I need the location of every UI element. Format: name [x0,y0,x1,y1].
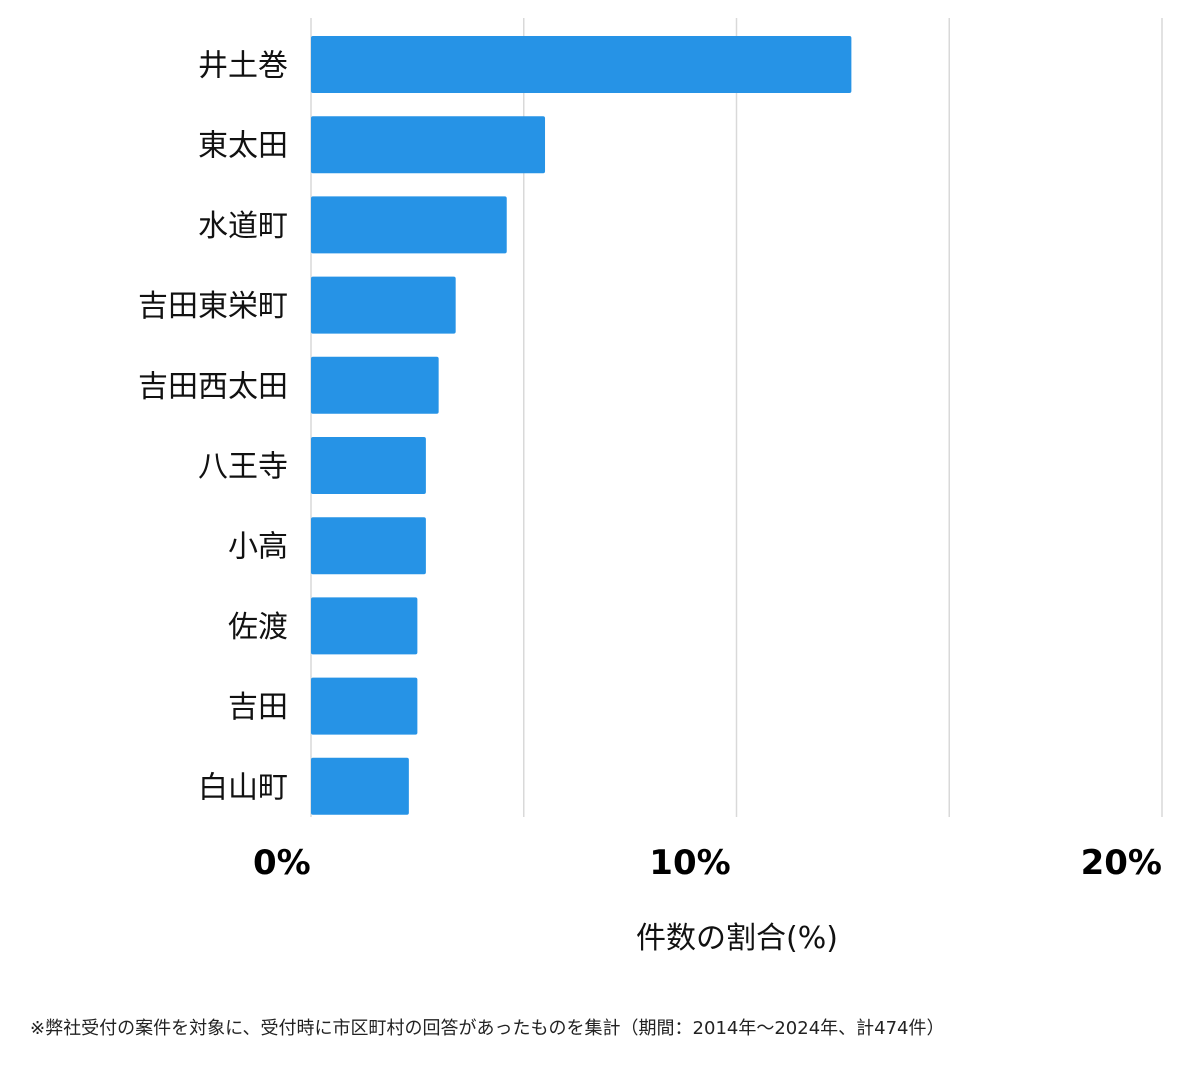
category-label: 吉田西太田 [138,369,288,404]
bar [311,437,426,494]
category-label: 佐渡 [228,610,288,645]
category-label: 吉田 [228,690,288,725]
bar [311,196,507,254]
category-label: 八王寺 [198,450,288,485]
bar [311,116,546,174]
bar [311,276,456,334]
x-axis-title: 件数の割合(%) [636,921,838,956]
bar [311,517,426,575]
bar [311,677,418,735]
footnote: ※弊社受付の案件を対象に、受付時に市区町村の回答があったものを集計（期間：201… [30,1018,945,1039]
bar [311,356,439,414]
bar [311,757,409,815]
x-tick-label: 10% [649,843,730,883]
x-tick-label: 20% [1081,843,1162,883]
bar [311,36,852,93]
category-label: 白山町 [198,770,288,805]
x-tick-labels: 0% 10% 20% [253,843,1162,883]
x-tick-label: 0% [253,843,311,883]
bar [311,597,418,655]
category-label: 東太田 [198,129,288,164]
category-label: 水道町 [198,209,288,244]
bars [311,36,852,815]
category-label: 吉田東栄町 [138,289,288,324]
category-label: 小高 [228,530,288,565]
category-label: 井土巻 [198,49,288,84]
